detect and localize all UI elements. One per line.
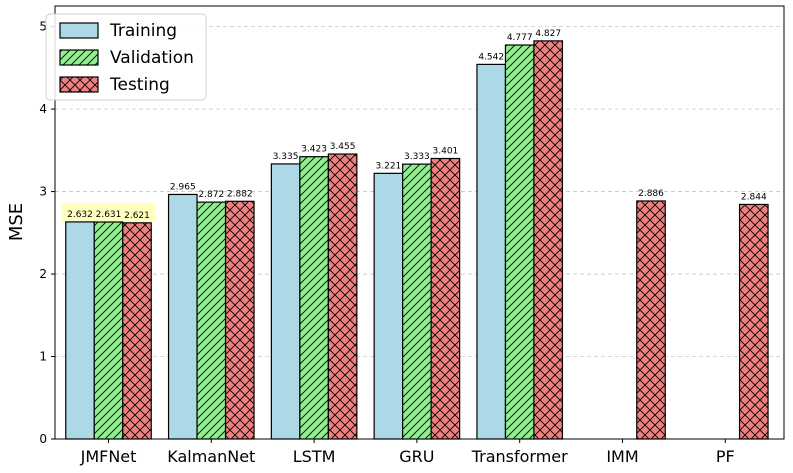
y-tick-label: 3 [39, 185, 47, 199]
data-label: 2.965 [170, 182, 196, 192]
legend: Training Validation Testing [45, 13, 207, 101]
bar-training [65, 221, 95, 439]
data-label: 4.827 [535, 29, 561, 39]
axes-layer: 0 1 2 3 4 5 JMFNet KalmanNet LSTM GRU Transformer I… [39, 20, 734, 466]
x-tick-label: PF [716, 447, 735, 466]
bar-hatch [197, 202, 226, 439]
data-label: 3.335 [273, 152, 299, 162]
bar-hatch [328, 154, 357, 439]
y-tick-label: 4 [39, 102, 47, 116]
data-label: 2.882 [227, 189, 253, 199]
x-tick-label: KalmanNet [167, 447, 255, 466]
bar-hatch [299, 156, 329, 439]
legend-swatch [60, 23, 98, 38]
bar-hatch [122, 222, 152, 439]
highlight-box [61, 202, 156, 222]
bar-hatch [636, 200, 666, 439]
data-label: 3.455 [330, 142, 356, 152]
data-label: 2.632 [67, 210, 93, 220]
legend-swatch-outline [59, 49, 99, 66]
bar-hatch [94, 222, 123, 439]
data-label: 4.777 [507, 33, 533, 43]
y-tick-label: 0 [39, 432, 47, 446]
data-label: 2.886 [638, 189, 664, 199]
x-tick-label: JMFNet [80, 447, 137, 466]
legend-swatch-hatch [60, 50, 98, 65]
bar-training [476, 64, 506, 440]
bar-hatch [225, 201, 255, 439]
data-label: 2.872 [198, 190, 224, 200]
x-tick-label: Transformer [471, 447, 568, 466]
y-tick-label: 2 [39, 267, 47, 281]
data-label: 2.844 [741, 192, 767, 202]
bar-training [374, 173, 403, 440]
legend-swatch-outline [59, 22, 99, 39]
legend-label: Validation [110, 48, 194, 68]
legend-label: Training [109, 21, 177, 41]
data-label: 3.333 [404, 152, 430, 162]
legend-swatch-hatch [60, 77, 98, 92]
bar-training [168, 194, 198, 439]
bar-training [271, 163, 300, 440]
x-tick-label: GRU [399, 447, 434, 466]
data-label: 3.401 [433, 146, 459, 156]
bar-hatch [402, 164, 432, 439]
legend-label: Testing [109, 75, 170, 95]
y-axis-label: MSE [6, 203, 27, 241]
data-label: 2.631 [96, 210, 122, 220]
bar-hatch [533, 40, 563, 440]
bars-layer [65, 40, 769, 440]
data-label: 3.221 [376, 161, 402, 171]
x-tick-label: LSTM [293, 447, 336, 466]
highlight-layer [61, 202, 156, 222]
y-tick-label: 1 [39, 350, 47, 364]
data-label: 2.621 [124, 211, 150, 221]
legend-swatch-outline [59, 76, 99, 93]
bar-hatch [505, 45, 534, 440]
x-tick-label: IMM [606, 447, 638, 466]
data-label: 3.423 [301, 145, 327, 155]
plot-frame [54, 5, 785, 440]
bar-hatch [431, 158, 460, 439]
bar-hatch [739, 204, 769, 439]
y-tick-label: 5 [39, 20, 47, 34]
data-label: 4.542 [478, 52, 504, 62]
